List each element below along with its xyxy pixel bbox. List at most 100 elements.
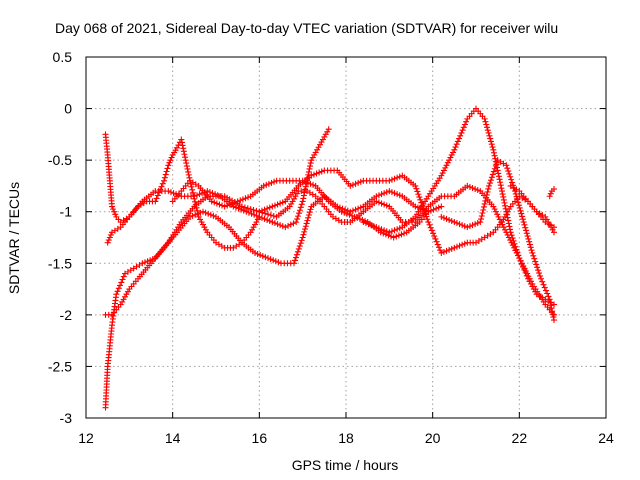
data-point xyxy=(500,224,507,231)
data-point xyxy=(417,196,424,203)
data-point xyxy=(373,193,380,200)
data-point xyxy=(202,226,209,233)
data-point xyxy=(279,199,286,206)
data-point xyxy=(165,188,172,195)
data-point xyxy=(265,255,271,262)
data-point xyxy=(306,165,313,172)
data-point xyxy=(304,217,311,224)
y-axis-label: SDTVAR / TECUs xyxy=(6,182,22,294)
data-point xyxy=(438,203,445,210)
data-point xyxy=(514,249,521,256)
x-tick-label: 16 xyxy=(252,430,268,446)
data-point xyxy=(317,141,323,148)
y-tick-label: -1.5 xyxy=(48,255,72,271)
data-point xyxy=(305,168,312,175)
data-point xyxy=(492,162,499,169)
data-point xyxy=(253,207,260,214)
data-point xyxy=(192,211,199,218)
data-point xyxy=(542,287,549,294)
data-point xyxy=(287,221,294,228)
data-point xyxy=(245,194,252,201)
data-point xyxy=(461,240,468,247)
data-point xyxy=(300,231,307,238)
data-point xyxy=(258,214,265,221)
data-point xyxy=(301,228,308,235)
data-point xyxy=(158,183,165,190)
data-point xyxy=(466,183,473,190)
data-point xyxy=(208,198,215,205)
data-point xyxy=(505,220,512,227)
data-point xyxy=(179,142,186,149)
data-point xyxy=(192,198,199,205)
data-point xyxy=(237,197,244,204)
data-point xyxy=(483,191,490,198)
data-point xyxy=(519,213,526,220)
data-point xyxy=(189,212,196,219)
data-point xyxy=(141,259,148,266)
data-point xyxy=(355,205,362,212)
data-point xyxy=(546,221,553,228)
data-point xyxy=(382,231,389,238)
data-point xyxy=(460,124,467,131)
data-point xyxy=(256,213,263,220)
data-point xyxy=(386,188,393,195)
data-point xyxy=(431,233,438,240)
data-point xyxy=(485,129,492,136)
data-point xyxy=(481,115,488,122)
data-point xyxy=(277,200,284,207)
data-point xyxy=(259,253,266,260)
data-point xyxy=(343,210,350,217)
data-point xyxy=(267,212,274,219)
data-point xyxy=(315,144,322,151)
data-point xyxy=(307,180,314,187)
data-point xyxy=(533,261,540,268)
data-point xyxy=(513,193,520,200)
x-tick-label: 22 xyxy=(512,430,528,446)
data-point xyxy=(425,219,432,226)
data-point xyxy=(226,201,233,208)
data-point xyxy=(515,252,522,259)
data-point xyxy=(288,200,295,207)
data-point xyxy=(279,223,286,230)
data-point xyxy=(119,276,126,283)
data-point xyxy=(293,190,300,197)
data-point xyxy=(109,203,115,210)
data-point xyxy=(545,293,552,300)
data-point xyxy=(187,213,193,220)
data-point xyxy=(234,198,241,205)
data-point xyxy=(375,199,382,206)
data-point xyxy=(249,226,256,233)
data-point xyxy=(541,284,548,291)
data-point xyxy=(494,211,501,218)
data-point xyxy=(547,190,554,197)
data-point xyxy=(458,129,465,136)
data-point xyxy=(463,118,470,125)
data-point xyxy=(181,151,188,158)
data-point xyxy=(532,258,539,265)
data-point xyxy=(493,160,500,167)
data-point xyxy=(481,200,488,207)
data-point xyxy=(296,243,303,250)
data-point xyxy=(252,249,258,256)
data-point xyxy=(112,211,119,218)
data-point xyxy=(482,197,489,204)
data-point xyxy=(514,196,521,203)
data-point xyxy=(502,202,509,209)
data-point xyxy=(454,138,461,145)
data-point xyxy=(271,202,278,209)
data-point xyxy=(165,162,172,169)
data-point xyxy=(167,189,174,196)
data-point xyxy=(167,157,174,164)
data-point xyxy=(198,219,205,226)
data-point xyxy=(383,228,390,235)
data-point xyxy=(170,190,177,197)
data-point xyxy=(152,198,159,205)
data-point xyxy=(428,227,435,234)
data-point xyxy=(229,200,236,207)
data-point xyxy=(421,207,428,214)
data-point xyxy=(185,168,192,175)
chart-title: Day 068 of 2021, Sidereal Day-to-day VTE… xyxy=(55,20,558,36)
data-point xyxy=(267,256,274,263)
data-point xyxy=(230,203,237,210)
data-point xyxy=(262,254,269,261)
